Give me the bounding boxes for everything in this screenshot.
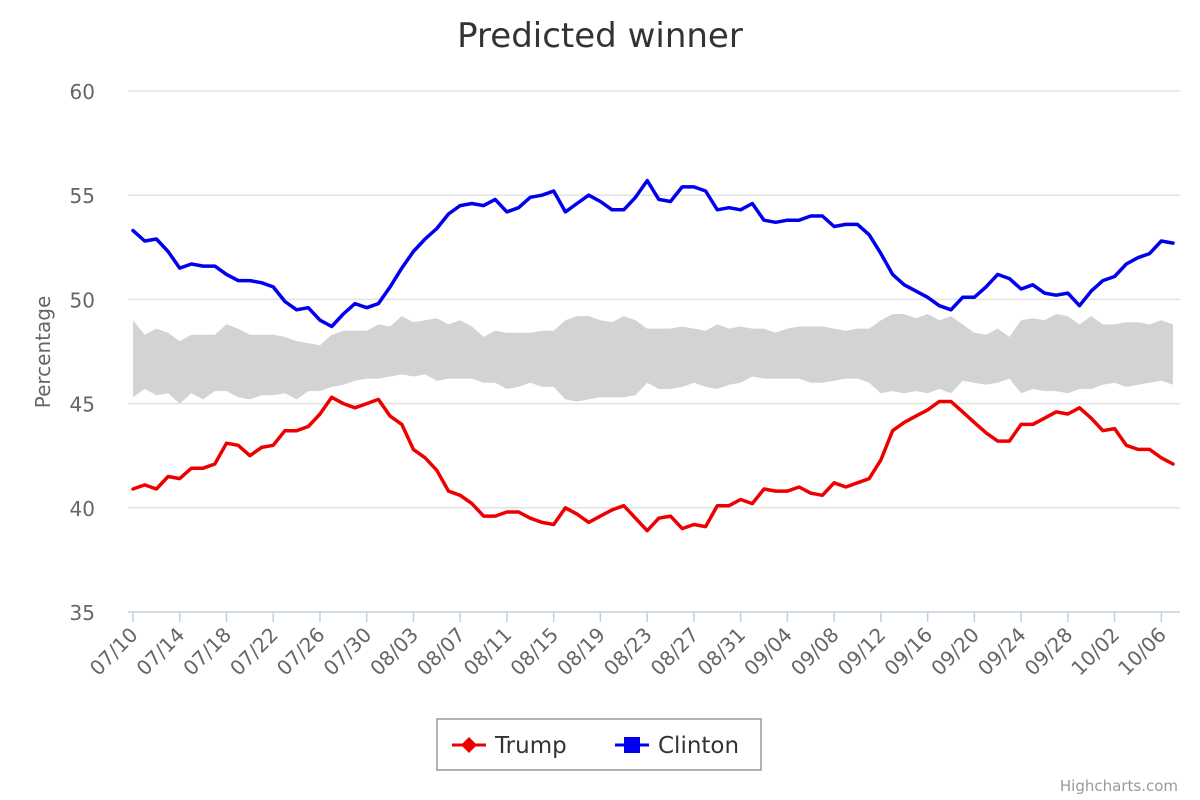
legend[interactable]: Trump Clinton: [436, 718, 762, 771]
diamond-marker-icon: [461, 737, 477, 753]
credits-link[interactable]: Highcharts.com: [1060, 777, 1178, 795]
y-axis: 35 40 45 50 55 60: [70, 80, 95, 625]
legend-item-clinton[interactable]: Clinton: [615, 733, 739, 759]
y-tick-label: 35: [70, 601, 95, 625]
y-tick-label: 60: [70, 80, 95, 104]
grid: [128, 90, 1180, 509]
y-tick-label: 40: [70, 497, 95, 521]
square-marker-icon: [624, 737, 640, 753]
legend-label-clinton: Clinton: [658, 733, 739, 759]
chart-title: Predicted winner: [457, 16, 743, 56]
series-line-trump[interactable]: [131, 395, 1175, 533]
y-tick-label: 45: [70, 393, 95, 417]
y-tick-label: 55: [70, 184, 95, 208]
legend-item-trump[interactable]: Trump: [452, 733, 567, 759]
series-range-area: [133, 314, 1173, 404]
series-line-clinton[interactable]: [131, 178, 1175, 329]
legend-label-trump: Trump: [494, 733, 567, 759]
plot-area: [131, 178, 1175, 533]
y-tick-label: 50: [70, 288, 95, 312]
y-axis-label: Percentage: [31, 296, 55, 409]
legend-box: [436, 718, 762, 771]
